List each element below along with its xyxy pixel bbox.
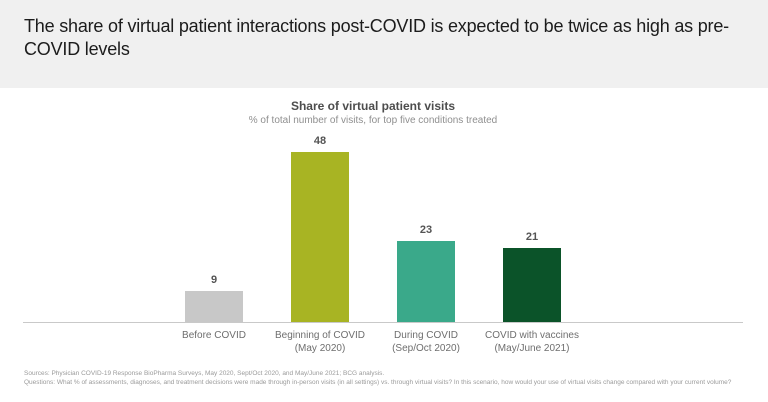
header-band: The share of virtual patient interaction…: [0, 0, 768, 88]
bar: [397, 241, 455, 323]
x-label-line2: (May 2020): [294, 343, 346, 354]
bar-value-label: 9: [210, 274, 218, 286]
x-label-line1: Before COVID: [182, 330, 246, 341]
plot-area: 9 48 23 21: [161, 128, 585, 323]
x-label-line1: Beginning of COVID: [274, 330, 366, 341]
footnote-sources: Sources: Physician COVID-19 Response Bio…: [24, 370, 385, 377]
bar: [503, 248, 561, 323]
x-axis-category-label: Before COVID: [161, 329, 267, 355]
chart-subtitle: % of total number of visits, for top fiv…: [248, 115, 498, 126]
x-axis-category-label: Beginning of COVID (May 2020): [267, 329, 373, 355]
x-axis-category-label: COVID with vaccines (May/June 2021): [479, 329, 585, 355]
bar-column: 48: [267, 135, 373, 323]
footnotes: Sources: Physician COVID-19 Response Bio…: [24, 369, 754, 387]
bar-column: 23: [373, 224, 479, 323]
bar-value-label: 23: [419, 224, 433, 236]
x-label-line2: (May/June 2021): [494, 343, 570, 354]
bar: [185, 291, 243, 323]
x-axis-category-label: During COVID (Sep/Oct 2020): [373, 329, 479, 355]
bar-value-label: 21: [525, 231, 539, 243]
x-label-line2: (Sep/Oct 2020): [392, 343, 460, 354]
slide-title: The share of virtual patient interaction…: [24, 16, 729, 59]
x-label-line1: During COVID: [394, 330, 458, 341]
chart-title: Share of virtual patient visits: [290, 99, 456, 113]
footnote-questions: Questions: What % of assessments, diagno…: [24, 379, 732, 386]
bar-column: 21: [479, 231, 585, 323]
x-axis-line: [23, 322, 743, 323]
bar: [291, 152, 349, 323]
x-label-line1: COVID with vaccines: [485, 330, 579, 341]
bar-value-label: 48: [313, 135, 327, 147]
bar-column: 9: [161, 274, 267, 323]
x-axis-labels: Before COVID Beginning of COVID (May 2020)…: [161, 329, 585, 355]
